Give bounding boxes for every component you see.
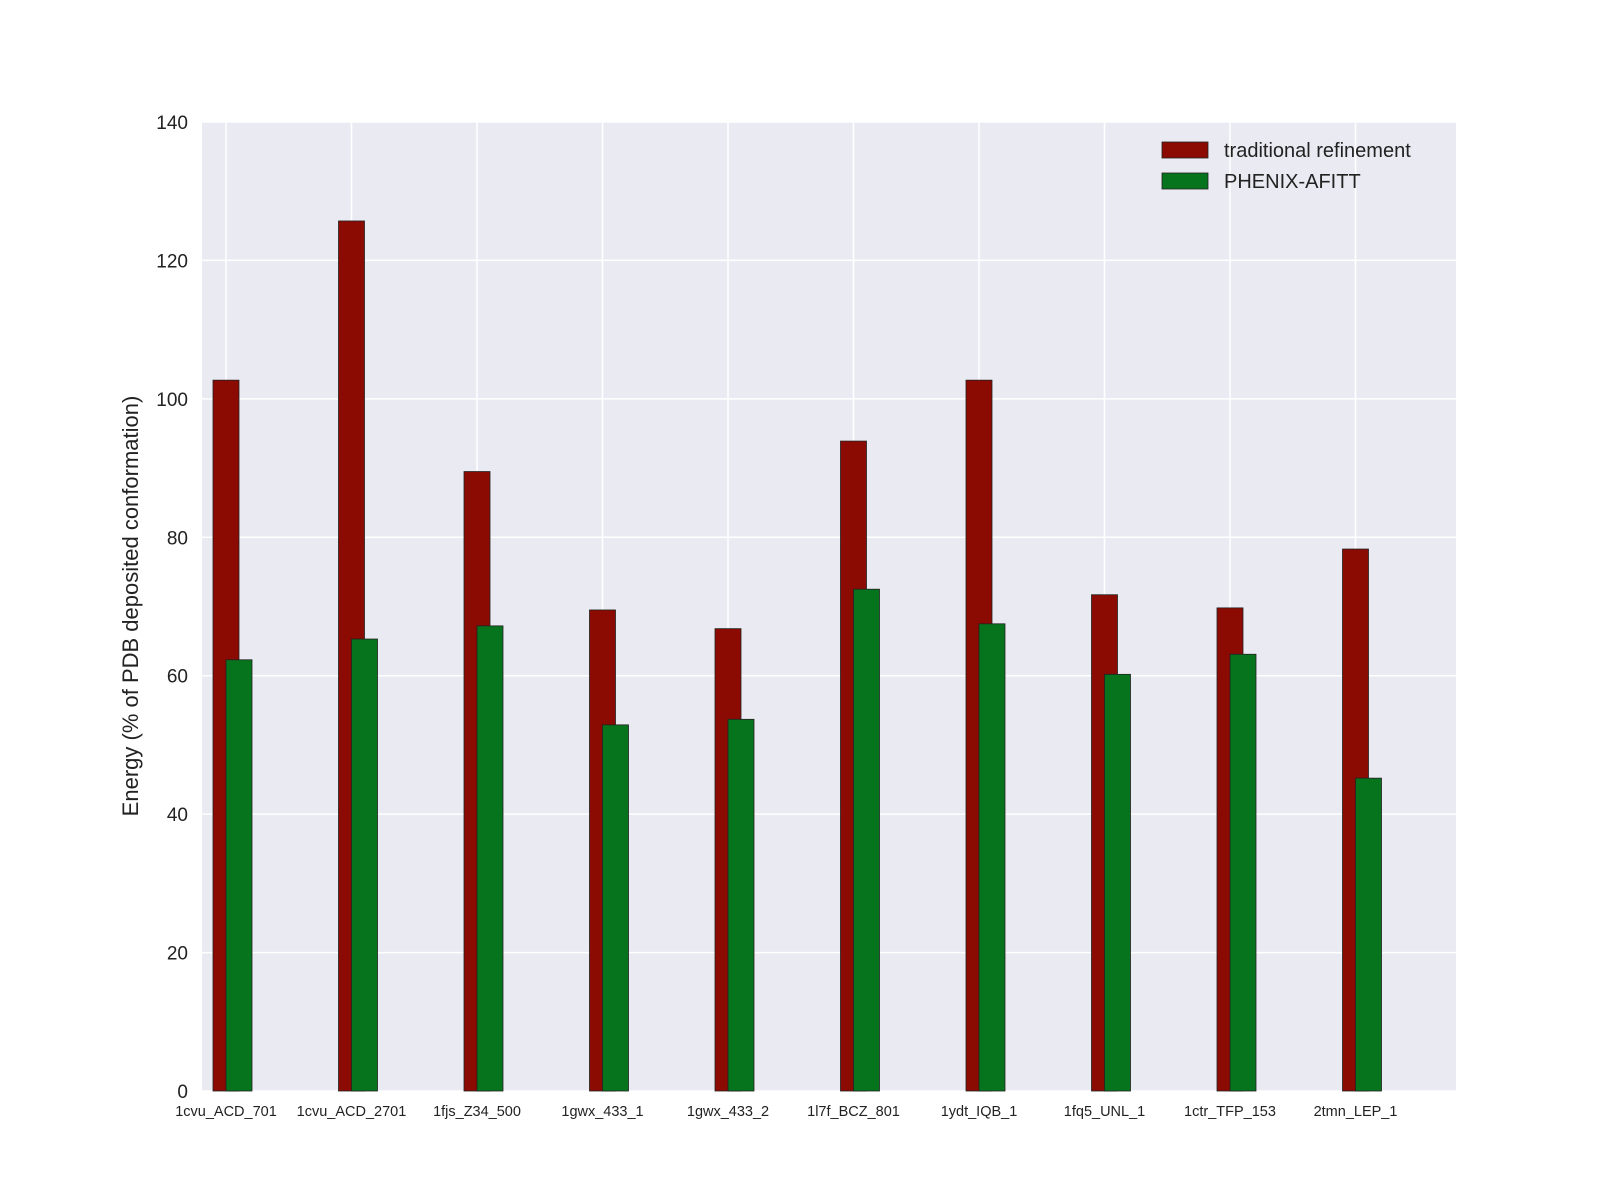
x-tick-label: 1cvu_ACD_701 [175,1104,277,1120]
y-tick-label: 100 [156,390,188,411]
bars [212,220,1382,1092]
plot-area [202,122,1456,1091]
x-tick-label: 1ydt_IQB_1 [941,1104,1018,1120]
bar-phenix-afitt [1104,673,1131,1092]
y-tick-label: 140 [156,113,188,134]
bar-phenix-afitt [727,718,755,1092]
y-tick-label: 20 [167,944,188,965]
legend-swatch [1161,141,1209,159]
x-tick-label: 1cvu_ACD_2701 [297,1104,407,1120]
y-tick-label: 0 [177,1082,188,1103]
x-ticks: 1cvu_ACD_701 1cvu_ACD_2701 1fjs_Z34_500 1gw… [175,1104,1397,1120]
bar-phenix-afitt [978,623,1006,1092]
bar-phenix-afitt [1229,653,1257,1092]
bar-phenix-afitt [476,625,504,1092]
legend-swatch [1161,172,1209,190]
legend-label: PHENIX-AFITT [1224,171,1361,193]
x-tick-label: 1fq5_UNL_1 [1064,1104,1145,1120]
bar-phenix-afitt [351,638,378,1092]
y-tick-label: 40 [167,805,188,826]
x-tick-label: 1gwx_433_2 [687,1104,769,1120]
bar-phenix-afitt [225,659,253,1092]
legend-label: traditional refinement [1224,140,1411,162]
y-axis-label: Energy (% of PDB deposited conformation) [118,396,143,817]
legend: traditional refinement PHENIX-AFITT [1161,140,1411,193]
y-tick-label: 60 [167,667,188,688]
x-tick-label: 1l7f_BCZ_801 [807,1104,900,1120]
bar-phenix-afitt [853,588,880,1092]
x-tick-label: 1fjs_Z34_500 [433,1104,521,1120]
y-tick-label: 80 [167,528,188,549]
x-tick-label: 2tmn_LEP_1 [1314,1104,1398,1120]
x-tick-label: 1ctr_TFP_153 [1184,1104,1276,1120]
x-tick-label: 1gwx_433_1 [561,1104,643,1120]
bar-phenix-afitt [602,724,629,1092]
y-ticks: 0 20 40 60 80 100 120 140 [156,113,188,1103]
y-tick-label: 120 [156,251,188,272]
bar-phenix-afitt [1355,777,1382,1092]
